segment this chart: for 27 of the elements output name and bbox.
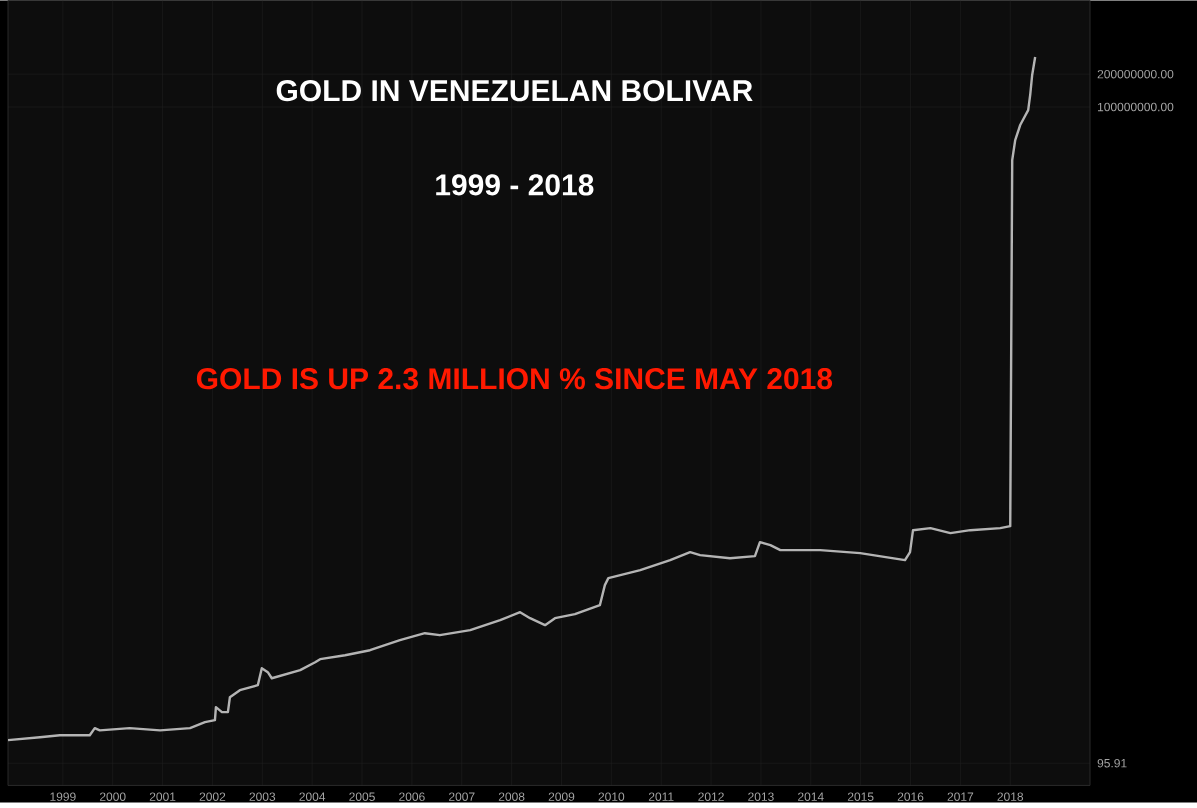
y-tick-label: 95.91 <box>1097 759 1127 768</box>
x-tick-label: 2018 <box>997 792 1024 802</box>
text: GOLD IN VENEZUELAN BOLIVAR <box>276 80 753 102</box>
y-tick-label: 100000000.00 <box>1098 102 1174 112</box>
x-tick-label: 2013 <box>748 792 774 802</box>
x-tick-label: 2005 <box>349 792 375 802</box>
x-tick-label: 2010 <box>598 792 625 802</box>
x-tick-label: 2001 <box>149 792 176 802</box>
x-tick-label: 2017 <box>947 792 974 802</box>
x-tick-label: 2004 <box>299 792 326 802</box>
y-tick-label: 200000000.00 <box>1097 70 1174 79</box>
x-tick-label: 1999 <box>50 792 76 802</box>
line-series <box>8 55 1037 742</box>
x-tick-label: 2006 <box>399 792 425 802</box>
x-tick-label: 2000 <box>99 792 126 802</box>
x-tick-label: 2016 <box>897 792 924 802</box>
x-tick-label: 2014 <box>798 792 824 802</box>
x-tick-label: 2008 <box>498 792 525 802</box>
text: 1999 - 2018 <box>436 174 594 196</box>
annotation: GOLD IS UP 2.3 MILLION % SINCE MAY 2018 <box>196 368 833 390</box>
x-tick-label: 2007 <box>449 792 475 802</box>
x-tick-label: 2002 <box>199 792 226 802</box>
x-tick-label: 2015 <box>847 792 874 802</box>
x-tick-label: 2011 <box>648 792 674 802</box>
x-tick-label: 2003 <box>249 792 276 802</box>
x-tick-label: 2012 <box>698 792 724 802</box>
x-tick-label: 2009 <box>548 792 575 802</box>
